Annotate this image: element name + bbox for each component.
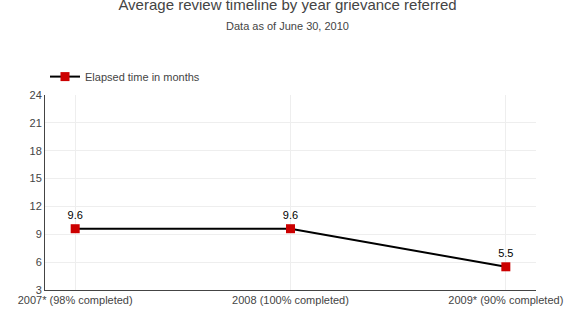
svg-text:2009* (90% completed): 2009* (90% completed) <box>448 294 563 306</box>
svg-text:18: 18 <box>30 145 42 157</box>
svg-text:21: 21 <box>30 117 42 129</box>
svg-text:9.6: 9.6 <box>68 209 83 221</box>
svg-text:9: 9 <box>36 228 42 240</box>
svg-text:12: 12 <box>30 200 42 212</box>
svg-text:5.5: 5.5 <box>498 247 513 259</box>
svg-text:2008 (100% completed): 2008 (100% completed) <box>232 294 349 306</box>
svg-text:Average review timeline by yea: Average review timeline by year grievanc… <box>118 0 456 32</box>
svg-text:9.6: 9.6 <box>283 209 298 221</box>
svg-text:6: 6 <box>36 256 42 268</box>
svg-text:15: 15 <box>30 172 42 184</box>
svg-text:Elapsed time in months: Elapsed time in months <box>85 71 200 83</box>
svg-text:3: 3 <box>36 284 42 296</box>
svg-text:24: 24 <box>30 89 42 101</box>
svg-text:2007* (98% completed): 2007* (98% completed) <box>18 294 133 306</box>
